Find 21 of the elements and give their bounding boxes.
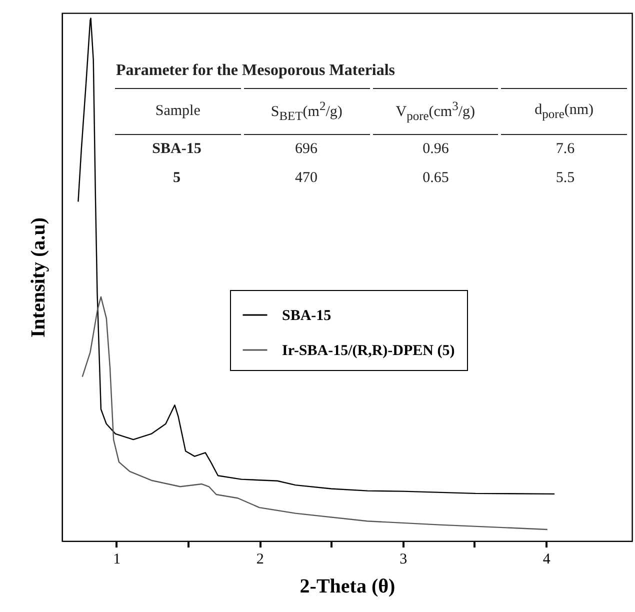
annotation: 0.96 <box>422 140 450 159</box>
annotation: V$_{pore}$(cm$^{3}$/g) <box>372 88 498 135</box>
annotation: Sample <box>115 88 241 135</box>
annotation: 5.5 <box>554 169 576 188</box>
x-tick-label: 2 <box>256 552 264 568</box>
annotation: d$_{pore}$(nm) <box>501 88 627 135</box>
x-tick-label: 3 <box>400 552 408 568</box>
annotation: S$_{BET}$(m$^{2}$/g) <box>244 88 370 135</box>
annotation: Parameter for the Mesoporous Materials <box>115 62 396 80</box>
annotation: 696 <box>294 140 318 159</box>
x-tick-label: 4 <box>542 552 551 568</box>
legend-label: Ir-SBA-15/(R,R)-DPEN (5) <box>282 343 455 359</box>
annotation: SBA-15 <box>151 140 202 159</box>
legend-label: SBA-15 <box>282 308 332 324</box>
x-tick-label: 1 <box>113 552 121 568</box>
annotation: 470 <box>294 169 318 188</box>
x-axis-title: 2-Theta (θ) <box>300 576 396 598</box>
y-axis-title: Intensity (a.u) <box>28 217 50 338</box>
annotation: 7.6 <box>554 140 576 159</box>
annotation: 0.65 <box>422 169 450 188</box>
annotation: 5 <box>172 169 182 188</box>
